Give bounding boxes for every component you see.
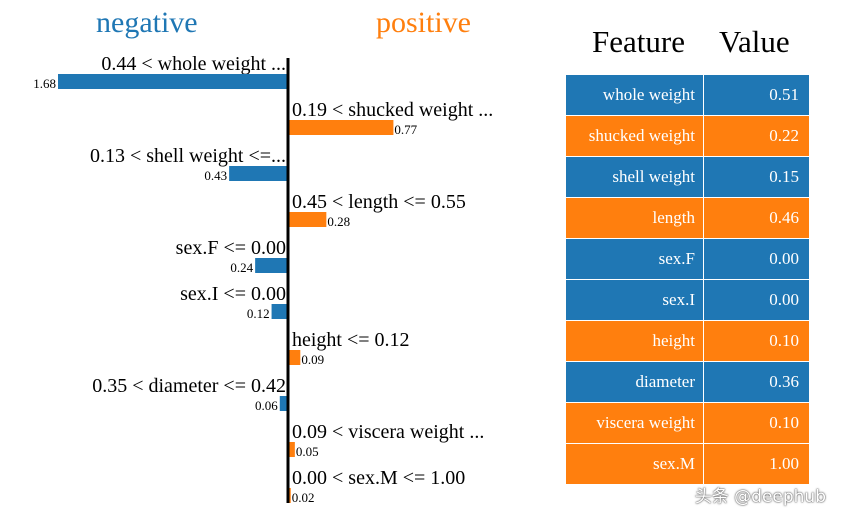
table-row: whole weight 0.51 [566, 75, 809, 116]
table-cell-feature: viscera weight [566, 403, 703, 443]
category-label: 0.19 < shucked weight ... [292, 99, 493, 121]
negative-bar [255, 258, 288, 273]
table-cell-feature: whole weight [566, 75, 703, 115]
category-label: height <= 0.12 [292, 329, 410, 351]
table-row: sex.M 1.00 [566, 444, 809, 485]
category-label: sex.I <= 0.00 [180, 283, 286, 305]
value-label: 0.24 [230, 260, 253, 275]
negative-heading: negative [96, 6, 198, 39]
category-label: 0.09 < viscera weight ... [292, 421, 484, 443]
table-cell-value: 0.15 [704, 157, 809, 197]
table-header-value: Value [719, 24, 790, 59]
feature-contribution-chart: 0.44 < whole weight ... 1.68 0.19 < shucke… [33, 53, 493, 505]
category-label: sex.F <= 0.00 [176, 237, 286, 259]
positive-heading: positive [376, 6, 471, 39]
table-body: whole weight 0.51 shucked weight 0.22 shell … [566, 75, 809, 485]
table-cell-value: 0.10 [704, 321, 809, 361]
table-cell-feature: length [566, 198, 703, 238]
value-label: 0.06 [255, 398, 278, 413]
watermark: 头条 @deephub [694, 487, 826, 507]
table-cell-feature: sex.I [566, 280, 703, 320]
category-label: 0.35 < diameter <= 0.42 [92, 375, 286, 397]
table-cell-feature: shell weight [566, 157, 703, 197]
table-cell-value: 0.10 [704, 403, 809, 443]
table-cell-value: 0.00 [704, 280, 809, 320]
table-cell-value: 0.36 [704, 362, 809, 402]
table-row: sex.F 0.00 [566, 239, 809, 280]
positive-bar [288, 350, 301, 365]
negative-bar [279, 396, 288, 411]
table-row: length 0.46 [566, 198, 809, 239]
value-label: 0.09 [301, 352, 324, 367]
table-cell-value: 1.00 [704, 444, 809, 484]
table-cell-value: 0.22 [704, 116, 809, 156]
negative-bar [58, 74, 288, 89]
value-label: 1.68 [33, 76, 56, 91]
table-row: sex.I 0.00 [566, 280, 809, 321]
positive-bar [288, 442, 295, 457]
category-label: 0.13 < shell weight <=... [90, 145, 286, 167]
table-cell-value: 0.00 [704, 239, 809, 279]
table-row: height 0.10 [566, 321, 809, 362]
table-cell-feature: sex.M [566, 444, 703, 484]
category-label: 0.45 < length <= 0.55 [292, 191, 466, 213]
value-label: 0.05 [296, 444, 319, 459]
table-cell-feature: sex.F [566, 239, 703, 279]
positive-bar [288, 212, 327, 227]
table-row: shucked weight 0.22 [566, 116, 809, 157]
table-row: diameter 0.36 [566, 362, 809, 403]
value-label: 0.12 [247, 306, 270, 321]
table-row: viscera weight 0.10 [566, 403, 809, 444]
table-cell-value: 0.51 [704, 75, 809, 115]
negative-bar [271, 304, 288, 319]
table-cell-value: 0.46 [704, 198, 809, 238]
table-row: shell weight 0.15 [566, 157, 809, 198]
value-label: 0.28 [327, 214, 350, 229]
table-cell-feature: diameter [566, 362, 703, 402]
negative-bar [229, 166, 288, 181]
category-label: 0.44 < whole weight ... [101, 53, 286, 75]
category-label: 0.00 < sex.M <= 1.00 [292, 467, 465, 489]
value-label: 0.77 [394, 122, 417, 137]
positive-bar [288, 120, 394, 135]
table-header-feature: Feature [592, 24, 685, 59]
value-label: 0.43 [204, 168, 227, 183]
table-cell-feature: height [566, 321, 703, 361]
value-label: 0.02 [292, 490, 315, 505]
table-cell-feature: shucked weight [566, 116, 703, 156]
